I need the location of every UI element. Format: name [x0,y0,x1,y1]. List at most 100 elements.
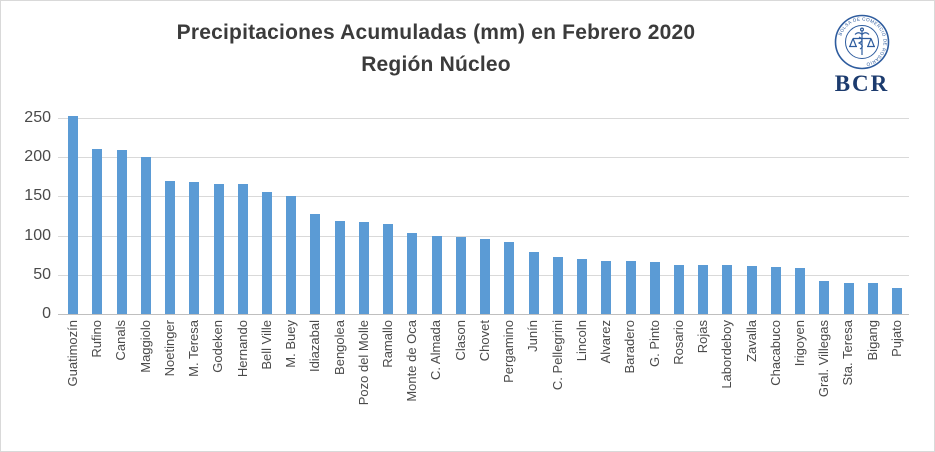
bar [819,281,830,314]
x-axis-line [58,314,909,315]
x-label-column: Rosario [667,320,691,448]
y-axis-ticks: 0 50 100 150 200 250 [9,1,51,451]
bar [68,115,79,314]
x-tick-label: Clason [452,320,468,361]
bar-column [85,149,109,314]
bar-column [740,266,764,314]
gridline [58,196,909,198]
bar [770,267,781,314]
bar [892,288,903,314]
x-label-column: Alvarez [594,320,618,448]
bar [261,191,272,314]
y-tick-label: 0 [42,305,51,322]
bar [722,265,733,314]
x-tick-label: Junín [525,320,541,352]
x-tick-label: Bengolea [331,320,347,375]
bar [92,149,103,314]
x-label-column: Clason [449,320,473,448]
x-tick-label: Lincoln [573,320,589,362]
x-tick-label: Gral. Villegas [816,320,832,398]
x-label-column: Lincoln [570,320,594,448]
y-tick-label: 100 [24,226,51,244]
bar-column [231,183,255,314]
bar [746,266,757,314]
bar [698,265,709,314]
y-tick-label: 200 [24,148,51,166]
x-label-column: Ramallo [376,320,400,448]
bar-column [594,260,618,314]
x-tick-label: Bigang [864,320,880,361]
x-label-column: G. Pinto [643,320,667,448]
bar-column [667,264,691,314]
bar-column [497,241,521,314]
x-tick-label: Rosario [670,320,686,365]
x-label-column: Pergamino [497,320,521,448]
x-tick-label: Godeken [210,320,226,373]
x-tick-label: Alvarez [598,320,614,364]
x-tick-label: Baradero [622,320,638,374]
y-tick-label: 150 [24,187,51,205]
bar-column [570,259,594,314]
bar [334,220,345,314]
bar [577,259,588,314]
bar [358,222,369,314]
bar-column [643,262,667,314]
chart-title-line2: Región Núcleo [361,53,511,76]
y-tick-label: 250 [24,109,51,126]
x-label-column: Bigang [861,320,885,448]
bar-column [400,233,424,314]
bar-series [61,114,909,314]
x-tick-label: Chovet [476,320,492,362]
x-label-column: Junín [521,320,545,448]
x-label-column: M. Teresa [182,320,206,448]
bar-column [812,281,836,314]
bar-column [134,157,158,314]
chart-title-line1: Precipitaciones Acumuladas (mm) en Febre… [176,21,696,44]
x-label-column: Hernando [231,320,255,448]
bar [504,241,515,314]
bar-column [109,150,133,314]
bar [286,196,297,314]
x-tick-label: Idiazabal [307,320,323,373]
x-label-column: C. Pellegrini [546,320,570,448]
y-tick-label: 50 [33,265,51,283]
x-label-column: Pozo del Molle [352,320,376,448]
bar-column [61,115,85,314]
bar [116,150,127,314]
x-label-column: Labordeboy [715,320,739,448]
bcr-seal-icon: BOLSA DE COMERCIO DE ROSARIO [834,14,890,70]
bar-column [764,267,788,314]
bar-column [206,183,230,314]
bar-column [546,256,570,314]
bar [480,238,491,314]
bar-column [158,180,182,314]
x-label-column: Chacabuco [764,320,788,448]
x-tick-label: Pergamino [501,320,517,383]
x-label-column: Rufino [85,320,109,448]
bar-column [691,265,715,314]
bar [601,260,612,314]
x-tick-label: Monte de Oca [404,320,420,402]
x-label-column: Chovet [473,320,497,448]
bar-column [473,238,497,314]
x-tick-label: Bell Ville [258,320,274,370]
bar-column [788,267,812,314]
bar [189,182,200,314]
bar [383,223,394,314]
x-label-column: Idiazabal [303,320,327,448]
x-tick-label: Ramallo [380,320,396,368]
bar-column [449,237,473,314]
x-tick-label: Canals [113,320,129,361]
bar-column [715,265,739,314]
bar-column [376,223,400,314]
x-tick-label: M. Buey [283,320,299,368]
bar [407,233,418,314]
bar [673,264,684,314]
x-tick-label: Rojas [695,320,711,354]
bar [165,180,176,314]
bar [552,256,563,314]
bar [237,183,248,314]
x-tick-label: Sta. Teresa [840,320,856,386]
bar-column [328,220,352,314]
